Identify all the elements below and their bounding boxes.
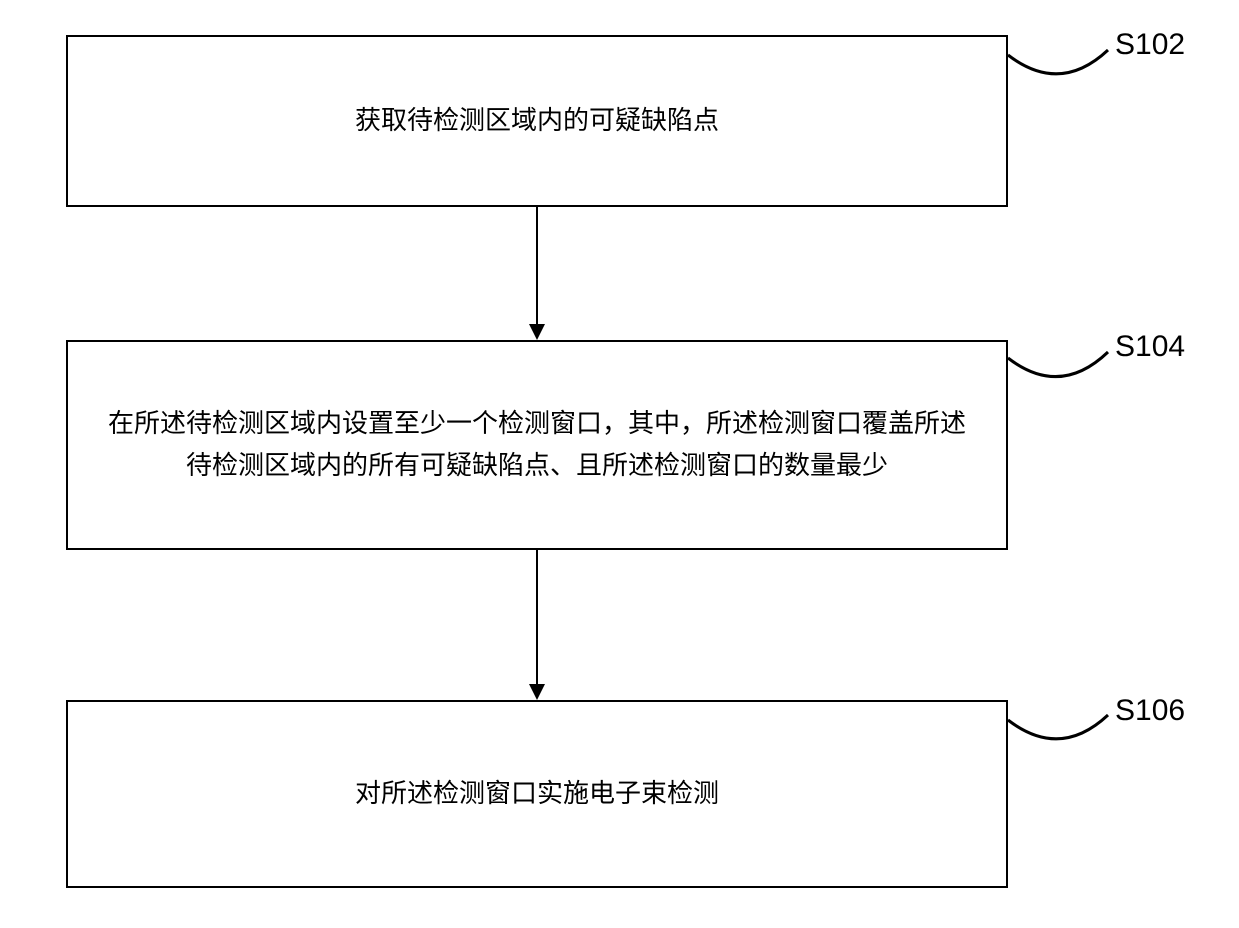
step-label-s106: S106 [1115,694,1185,728]
leader-s106 [0,0,1239,928]
flowchart-canvas: 获取待检测区域内的可疑缺陷点 在所述待检测区域内设置至少一个检测窗口，其中，所述… [0,0,1239,928]
step-label-text: S106 [1115,694,1185,727]
